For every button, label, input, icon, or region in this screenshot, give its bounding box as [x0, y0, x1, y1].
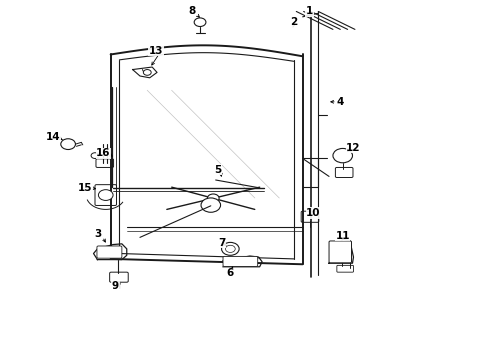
Circle shape [201, 198, 220, 212]
Text: 13: 13 [149, 46, 163, 56]
Circle shape [225, 245, 235, 252]
Circle shape [91, 153, 99, 158]
Text: 15: 15 [77, 183, 92, 193]
Circle shape [98, 190, 113, 201]
Circle shape [207, 194, 219, 203]
FancyBboxPatch shape [97, 246, 122, 258]
FancyBboxPatch shape [301, 211, 319, 222]
FancyBboxPatch shape [110, 272, 128, 282]
Circle shape [221, 242, 239, 255]
Text: 12: 12 [346, 143, 361, 153]
Text: 8: 8 [189, 6, 196, 17]
FancyBboxPatch shape [223, 256, 258, 266]
Text: 9: 9 [112, 281, 119, 291]
Text: 7: 7 [218, 238, 225, 248]
Circle shape [333, 148, 352, 163]
Text: 16: 16 [96, 148, 111, 158]
Text: 5: 5 [215, 165, 222, 175]
Text: 10: 10 [306, 208, 320, 218]
Circle shape [61, 139, 75, 149]
FancyBboxPatch shape [335, 167, 353, 177]
Text: 14: 14 [46, 132, 61, 142]
Text: 2: 2 [290, 17, 297, 27]
FancyBboxPatch shape [95, 185, 117, 206]
Text: 11: 11 [336, 231, 350, 240]
Circle shape [194, 18, 206, 27]
Text: 6: 6 [227, 268, 234, 278]
FancyBboxPatch shape [329, 241, 351, 263]
Text: 3: 3 [95, 229, 102, 239]
FancyBboxPatch shape [337, 265, 353, 272]
Circle shape [144, 69, 151, 75]
FancyBboxPatch shape [96, 159, 114, 167]
Text: 4: 4 [337, 97, 344, 107]
Text: 1: 1 [306, 6, 313, 17]
